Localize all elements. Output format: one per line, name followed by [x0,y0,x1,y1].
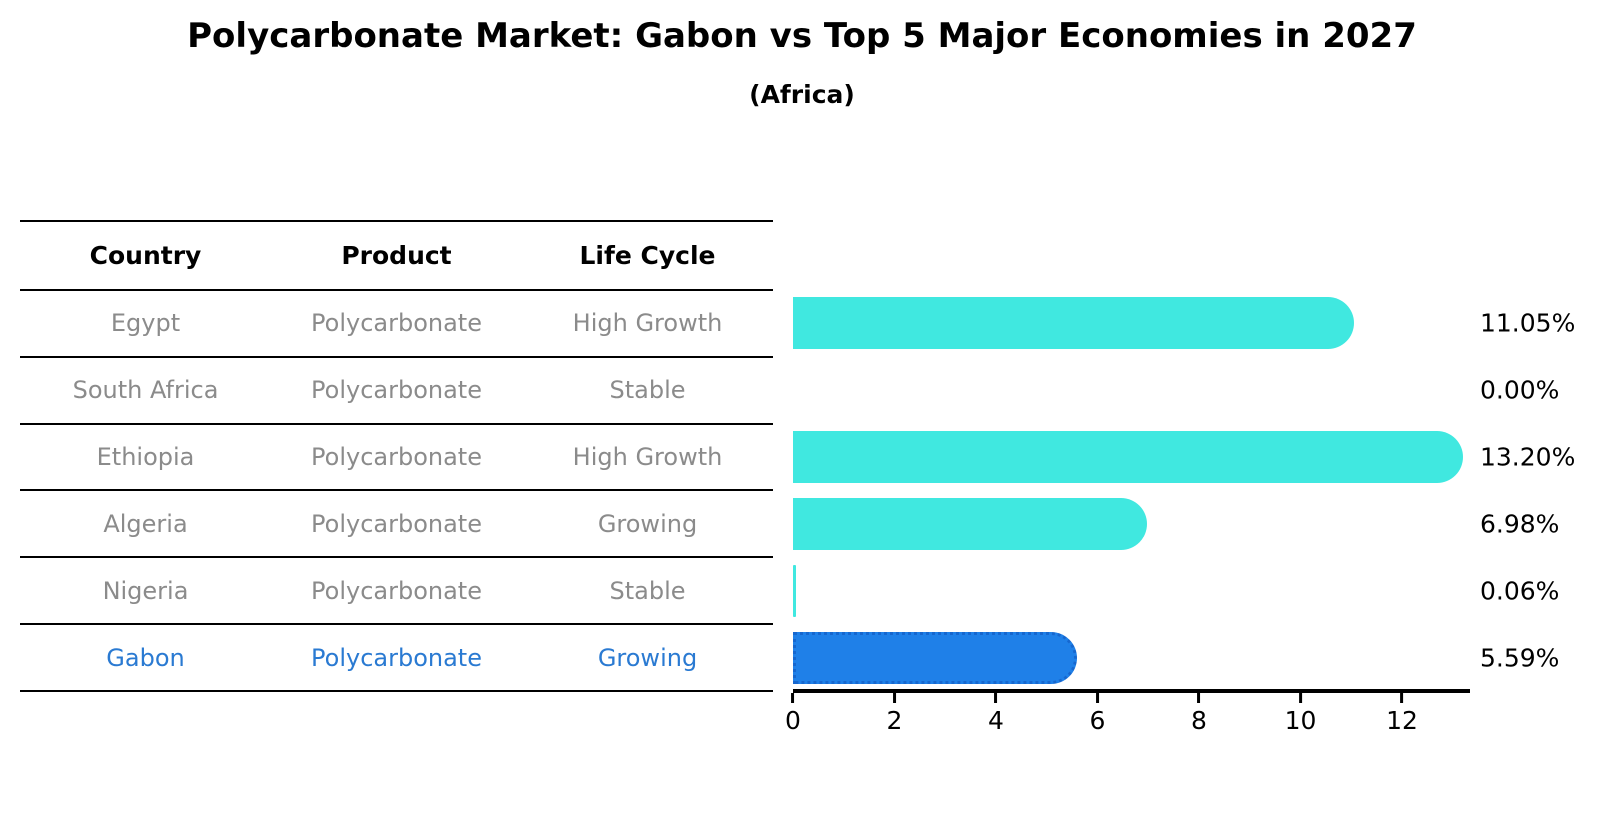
value-label-egypt: 11.05% [1480,308,1576,338]
bar-ethiopia [793,430,1463,483]
x-tick-mark [1197,693,1201,703]
bar-chart: 11.05% 0.00% 13.20% 6.98% 0.06% 5.59% [785,220,1575,735]
bar-nigeria [793,565,797,618]
bar-row-south-africa: 0.00% [793,356,1559,423]
life-cycle-cell: Growing [597,643,698,672]
plot-header-spacer [793,220,1470,289]
x-axis-ticks: 0 2 4 6 8 10 1 [785,693,1470,743]
life-cycle-cell: High Growth [572,443,723,472]
x-tick-label: 6 [1089,706,1106,735]
country-cell: Egypt [110,309,181,338]
country-cell: Gabon [106,643,185,672]
x-tick-label: 0 [785,706,801,735]
x-tick: 0 [785,693,801,735]
x-tick-label: 2 [886,706,903,735]
x-tick: 8 [1191,693,1207,735]
x-tick-mark [1298,693,1302,703]
life-cycle-cell: Stable [609,376,686,405]
x-tick: 2 [886,693,903,735]
value-label-ethiopia: 13.20% [1480,442,1576,472]
x-tick-label: 4 [988,706,1004,735]
country-cell: Nigeria [102,576,189,605]
table-row-egypt: Egypt Polycarbonate High Growth [20,291,773,358]
bar-row-gabon: 5.59% [793,625,1559,692]
product-cell: Polycarbonate [311,443,482,472]
product-cell: Polycarbonate [311,376,482,405]
bar-row-ethiopia: 13.20% [793,423,1575,490]
bar-row-nigeria: 0.06% [793,558,1559,625]
table-row-gabon: Gabon Polycarbonate Growing [20,625,773,692]
x-tick-mark [1095,693,1099,703]
column-header-product: Product [341,241,452,270]
x-tick-mark [1400,693,1404,703]
country-cell: Ethiopia [96,443,195,472]
x-tick: 12 [1386,693,1418,735]
country-cell: South Africa [72,376,219,405]
life-cycle-cell: Stable [609,576,686,605]
chart-subtitle: (Africa) [749,80,855,109]
bar-rows: 11.05% 0.00% 13.20% 6.98% 0.06% 5.59% [793,220,1575,692]
x-tick: 6 [1089,693,1106,735]
life-cycle-cell: High Growth [572,309,723,338]
column-header-life-cycle: Life Cycle [579,241,716,270]
value-label-gabon: 5.59% [1480,643,1560,673]
x-tick-mark [791,693,795,703]
bar-gabon [793,632,1077,685]
bar-egypt [793,296,1354,349]
product-cell: Polycarbonate [311,309,482,338]
table-header-row: Country Product Life Cycle [20,222,773,291]
bar-row-algeria: 6.98% [793,491,1559,558]
table-row-algeria: Algeria Polycarbonate Growing [20,491,773,559]
bar-algeria [793,498,1148,551]
x-tick-label: 10 [1284,706,1317,735]
value-label-algeria: 6.98% [1480,509,1560,539]
x-tick-mark [994,693,998,703]
x-tick-mark [892,693,896,703]
country-cell: Algeria [103,509,188,538]
table-row-nigeria: Nigeria Polycarbonate Stable [20,558,773,626]
table-row-ethiopia: Ethiopia Polycarbonate High Growth [20,425,773,492]
country-table: Country Product Life Cycle Egypt Polycar… [20,220,773,692]
x-tick: 10 [1284,693,1317,735]
product-cell: Polycarbonate [311,509,482,538]
value-label-nigeria: 0.06% [1480,576,1560,606]
x-tick-label: 8 [1191,706,1207,735]
chart-title: Polycarbonate Market: Gabon vs Top 5 Maj… [187,16,1417,56]
column-header-country: Country [89,241,202,270]
x-axis-line [793,689,1470,693]
x-tick-label: 12 [1386,706,1418,735]
life-cycle-cell: Growing [597,509,698,538]
product-cell: Polycarbonate [311,643,482,672]
x-tick: 4 [988,693,1004,735]
product-cell: Polycarbonate [311,576,482,605]
bar-row-egypt: 11.05% [793,289,1575,356]
table-row-south-africa: South Africa Polycarbonate Stable [20,358,773,425]
value-label-south-africa: 0.00% [1480,375,1560,405]
